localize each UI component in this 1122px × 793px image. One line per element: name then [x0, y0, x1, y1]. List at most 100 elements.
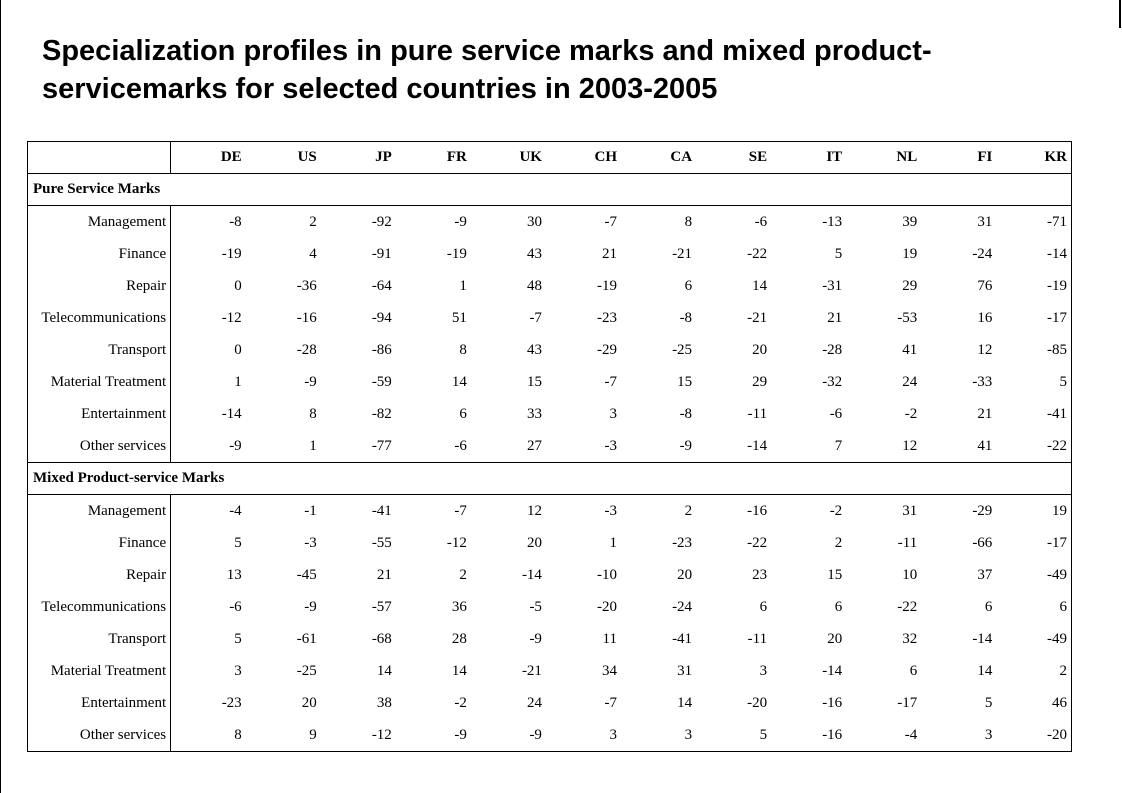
value-cell: -29 — [597, 341, 617, 358]
value-cell: -23 — [221, 694, 242, 711]
value-cell: 5 — [696, 719, 772, 752]
value-cell: 6 — [996, 591, 1073, 623]
value-cell: 21 — [376, 566, 392, 583]
row-label: Management — [26, 205, 172, 238]
value-cell: -94 — [371, 309, 392, 326]
row-label: Finance — [26, 527, 172, 559]
value-cell: -9 — [170, 430, 246, 463]
row-label: Telecommunications — [26, 302, 172, 334]
value-cell: -2 — [454, 694, 467, 711]
value-cell: 28 — [451, 630, 467, 647]
value-cell: -28 — [822, 341, 843, 358]
value-cell: -14 — [221, 405, 242, 422]
column-header-kr: KR — [996, 141, 1073, 174]
value-cell: -49 — [996, 623, 1073, 655]
value-cell: -66 — [972, 534, 993, 551]
value-cell: 6 — [834, 598, 843, 615]
column-header-fi: FI — [921, 141, 997, 174]
value-cell: -19 — [446, 245, 467, 262]
value-cell: -16 — [822, 694, 843, 711]
value-cell: -9 — [621, 430, 697, 463]
value-cell: -31 — [822, 277, 843, 294]
value-cell: 21 — [602, 245, 617, 262]
value-cell: 9 — [245, 719, 321, 752]
table-row: Management -4 -1 -41 -7 12 -3 2 -16 -2 31 -29 19 — [26, 494, 1073, 527]
value-cell: 14 — [677, 694, 693, 711]
value-cell: -9 — [470, 719, 546, 752]
value-cell: 6 — [984, 598, 993, 615]
value-cell: 33 — [526, 405, 542, 422]
value-cell: -23 — [597, 309, 617, 326]
row-label: Management — [26, 494, 172, 527]
value-cell: 6 — [459, 405, 467, 422]
value-cell: -32 — [822, 373, 843, 390]
table-row: Entertainment -14 8 -82 6 33 3 -8 -11 -6 -2 21 -41 — [26, 398, 1073, 430]
value-cell: -3 — [545, 494, 621, 527]
row-label: Repair — [26, 559, 172, 591]
value-cell: -14 — [521, 566, 542, 583]
value-cell: -3 — [545, 430, 621, 463]
value-cell: -22 — [996, 430, 1073, 463]
column-header-de: DE — [170, 141, 246, 174]
value-cell: -36 — [296, 277, 317, 294]
value-cell: 3 — [234, 662, 242, 679]
column-header-ch: CH — [545, 141, 621, 174]
row-label: Other services — [26, 719, 172, 752]
value-cell: 0 — [234, 277, 242, 294]
value-cell: -25 — [296, 662, 317, 679]
value-cell: 15 — [526, 373, 542, 390]
row-label: Entertainment — [26, 687, 172, 719]
specialization-table: DE US JP FR UK CH CA SE IT NL FI KR Pure Service Mar… — [26, 141, 1073, 752]
value-cell: 21 — [977, 405, 993, 422]
row-label: Telecommunications — [26, 591, 172, 623]
row-label: Other services — [26, 430, 172, 463]
value-cell: 3 — [621, 719, 697, 752]
value-cell: 5 — [984, 694, 993, 711]
value-cell: -64 — [371, 277, 392, 294]
header-corner-cell — [26, 141, 172, 174]
value-cell: 12 — [470, 494, 546, 527]
value-cell: 23 — [752, 566, 768, 583]
value-cell: 20 — [827, 630, 843, 647]
value-cell: 34 — [602, 662, 617, 679]
value-cell: -11 — [747, 630, 768, 647]
value-cell: 8 — [170, 719, 246, 752]
slide-right-border — [1119, 0, 1121, 28]
value-cell: 4 — [309, 245, 317, 262]
value-cell: 43 — [526, 341, 542, 358]
value-cell: 14 — [977, 662, 993, 679]
value-cell: -41 — [996, 398, 1073, 430]
value-cell: 2 — [245, 205, 321, 238]
value-cell: -8 — [170, 205, 246, 238]
value-cell: -12 — [221, 309, 242, 326]
value-cell: 6 — [909, 662, 918, 679]
value-cell: -22 — [747, 534, 768, 551]
row-label: Entertainment — [26, 398, 172, 430]
value-cell: -41 — [320, 494, 396, 527]
value-cell: 3 — [545, 719, 621, 752]
value-cell: -7 — [604, 373, 618, 390]
value-cell: 3 — [609, 405, 618, 422]
value-cell: -14 — [696, 430, 772, 463]
value-cell: 2 — [834, 534, 843, 551]
value-cell: 46 — [996, 687, 1073, 719]
table-row: Transport 0 -28 -86 8 43 -29 -25 20 -28 41 12 -85 — [26, 334, 1073, 366]
value-cell: 11 — [602, 630, 617, 647]
header-row: DE US JP FR UK CH CA SE IT NL FI KR — [26, 141, 1073, 174]
table-body: DE US JP FR UK CH CA SE IT NL FI KR Pure Service Mar… — [26, 141, 1073, 752]
value-cell: -21 — [747, 309, 768, 326]
value-cell: 8 — [621, 205, 697, 238]
value-cell: -7 — [529, 309, 542, 326]
value-cell: -24 — [672, 598, 693, 615]
value-cell: 31 — [677, 662, 693, 679]
table-row: Management -8 2 -92 -9 30 -7 8 -6 -13 39 31 -71 — [26, 205, 1073, 238]
value-cell: -45 — [296, 566, 317, 583]
column-header-uk: UK — [470, 141, 546, 174]
value-cell: 3 — [921, 719, 997, 752]
value-cell: -1 — [245, 494, 321, 527]
value-cell: 20 — [301, 694, 317, 711]
value-cell: -17 — [897, 694, 918, 711]
value-cell: 12 — [977, 341, 993, 358]
value-cell: 1 — [234, 373, 242, 390]
value-cell: -8 — [679, 405, 693, 422]
